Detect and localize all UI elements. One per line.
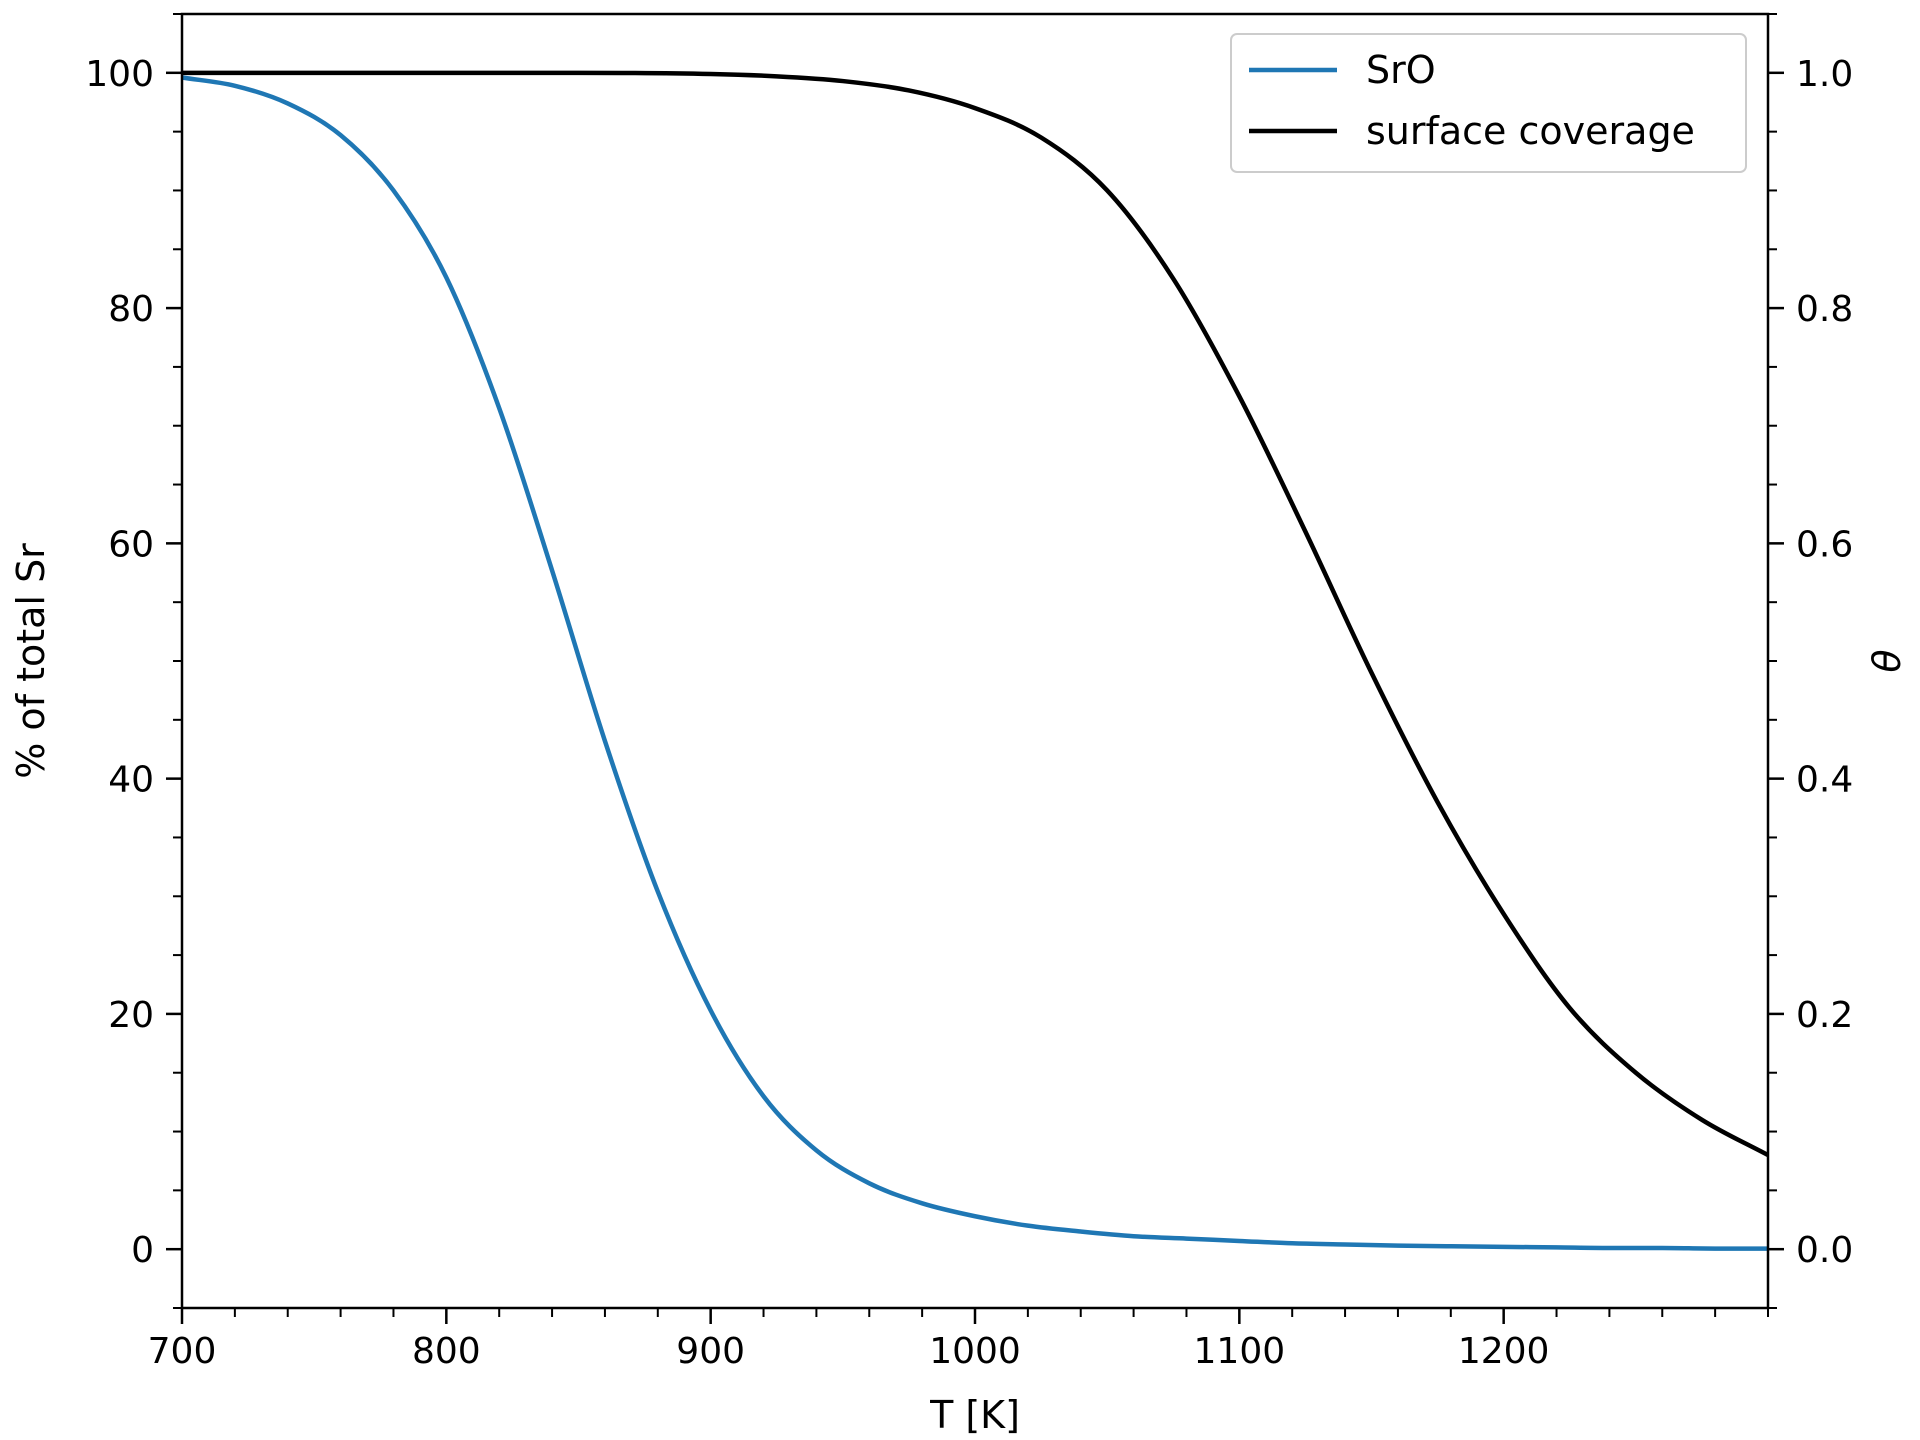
x-tick-label: 900 [676, 1331, 745, 1372]
x-axis-ticks: 700 800 900 1000 1100 1200 [148, 1308, 1769, 1372]
legend-label-surface-coverage: surface coverage [1366, 109, 1695, 153]
y-left-axis-ticks: 0 20 40 60 80 100 [85, 13, 182, 1309]
series-line-surface-coverage [182, 70, 1770, 1158]
y-right-tick-label: 0.6 [1796, 524, 1853, 565]
y-left-tick-label: 0 [131, 1230, 154, 1271]
y-right-axis-label: θ [1865, 649, 1909, 672]
legend-label-sro: SrO [1366, 48, 1436, 92]
x-tick-label: 1100 [1194, 1331, 1286, 1372]
y-left-tick-label: 40 [108, 760, 154, 801]
x-tick-label: 700 [148, 1331, 217, 1372]
x-tick-label: 1200 [1458, 1331, 1550, 1372]
legend-box [1230, 33, 1747, 173]
y-right-tick-label: 0.0 [1796, 1230, 1853, 1271]
y-right-tick-label: 1.0 [1796, 54, 1853, 95]
plot-frame [180, 12, 1770, 1310]
y-left-tick-label: 20 [108, 995, 154, 1036]
x-axis-label: T [K] [929, 1393, 1020, 1437]
y-left-tick-label: 80 [108, 289, 154, 330]
x-tick-label: 1000 [929, 1331, 1021, 1372]
series-layer [181, 70, 1770, 1251]
y-left-tick-label: 100 [85, 54, 154, 95]
legend: SrO surface coverage [1230, 33, 1747, 173]
y-left-tick-label: 60 [108, 524, 154, 565]
y-left-axis-label: % of total Sr [9, 543, 53, 779]
y-right-tick-label: 0.2 [1796, 995, 1853, 1036]
x-tick-label: 800 [412, 1331, 481, 1372]
y-right-tick-label: 0.4 [1796, 760, 1853, 801]
series-line-sro [181, 75, 1768, 1251]
y-right-tick-label: 0.8 [1796, 289, 1853, 330]
y-right-axis-ticks: 0.0 0.2 0.4 0.6 0.8 1.0 [1768, 13, 1853, 1309]
